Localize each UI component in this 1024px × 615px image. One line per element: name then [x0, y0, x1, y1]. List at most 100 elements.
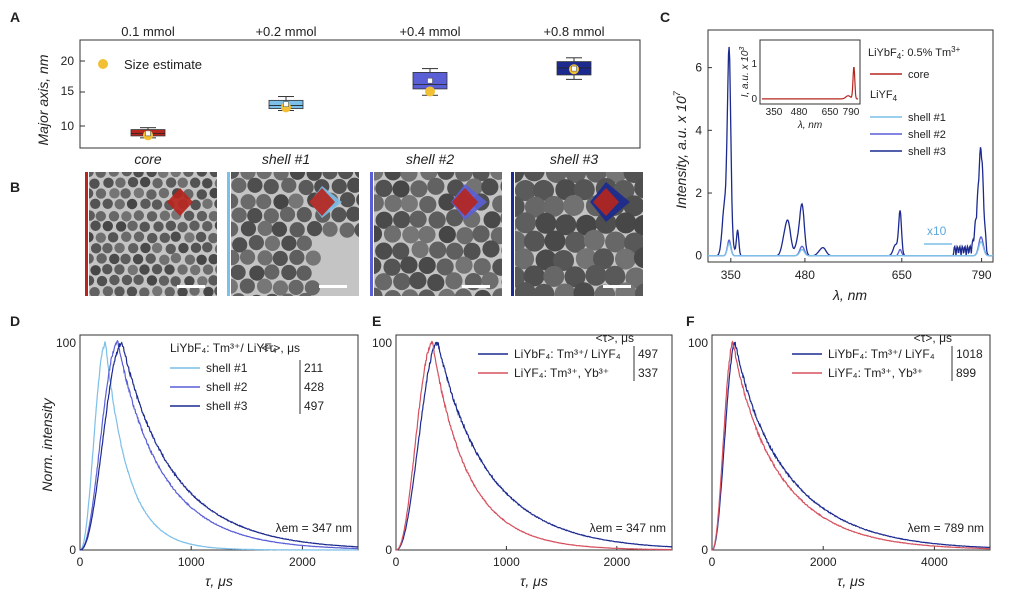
tem-particle: [427, 177, 445, 195]
panel_f-frame: [711, 334, 991, 551]
tem-particle: [202, 264, 214, 275]
legend-item-3: shell #3: [206, 399, 248, 413]
tem-particle: [189, 285, 200, 296]
inset-xtick-650: 650: [822, 107, 839, 118]
tem-particle: [504, 300, 525, 321]
tem-particle: [90, 220, 101, 231]
tem-particle: [120, 253, 131, 265]
tem-particle: [563, 194, 585, 216]
tem-particle: [89, 286, 100, 296]
tem-particle: [96, 275, 108, 287]
tem-particle: [281, 177, 297, 193]
tem-particle: [214, 199, 217, 209]
xtick-2000: 2000: [603, 555, 630, 569]
tem-particle: [654, 249, 675, 270]
tem-particle: [304, 280, 321, 296]
tem-particle: [347, 177, 359, 193]
tem-colorbar-1: [85, 172, 88, 296]
tem-particle: [331, 207, 347, 223]
tem-particle: [354, 172, 359, 178]
tem-particle: [170, 252, 182, 264]
tem-particle: [634, 177, 643, 199]
tem-particle: [288, 193, 304, 209]
tem-particle: [555, 214, 577, 236]
tem-particle: [654, 282, 675, 303]
tem-particle: [279, 206, 296, 222]
tem-particle: [419, 195, 437, 214]
tem-particle: [257, 220, 273, 236]
tem-particle: [573, 179, 595, 201]
tem-particle: [455, 172, 473, 182]
tem-particle: [89, 172, 94, 178]
decay-curve-2: [711, 340, 990, 551]
tem-particle: [240, 194, 256, 210]
tem-particle: [139, 287, 150, 296]
tem-particle: [605, 231, 627, 253]
tem-particle: [256, 278, 273, 294]
tem-particle: [515, 196, 525, 218]
tem-particle: [593, 248, 615, 270]
tem-particle: [400, 256, 418, 274]
scale-bar-1: [177, 285, 205, 288]
tem-particle: [384, 194, 402, 213]
tem-particle: [485, 301, 506, 322]
tem-particle: [411, 240, 429, 259]
tem-particle: [139, 176, 151, 188]
tem-particle: [151, 242, 163, 254]
tem-particle: [121, 172, 132, 177]
panel_e-frame: [395, 334, 673, 551]
tem-particle: [356, 193, 359, 206]
tem-particle: [90, 198, 101, 209]
xtick-1000: 1000: [178, 555, 205, 569]
tem-particle: [146, 189, 157, 200]
tem-particle: [256, 172, 272, 180]
tem-particle: [189, 177, 201, 188]
tem-particle: [249, 265, 265, 281]
tem-particle: [492, 258, 502, 276]
tem-particle: [190, 199, 201, 211]
spectrum-shell-1: [708, 240, 993, 257]
tem-particle: [456, 227, 474, 245]
tem-particle: [172, 298, 182, 308]
tem-particle: [374, 250, 375, 252]
tem-particle: [544, 230, 566, 252]
tem-particle: [454, 288, 472, 296]
tem-particle: [515, 172, 525, 183]
tem-particle: [164, 286, 175, 296]
tem-particle: [231, 172, 240, 179]
panel-d-ylabel: Norm. intensity: [39, 397, 55, 491]
tem-particle: [383, 225, 402, 243]
tem-particle: [102, 220, 114, 232]
tem-particle: [95, 188, 107, 199]
tem-particle: [409, 271, 427, 290]
tem-particle: [490, 172, 502, 180]
tem-colorbar-3: [370, 172, 373, 296]
panel-a-frame: [79, 39, 641, 149]
tem-particle: [177, 287, 188, 296]
tem-particles-3: [374, 172, 502, 296]
panel_d-frame: [79, 334, 359, 551]
tem-particle: [208, 254, 217, 265]
tem-particle: [239, 278, 255, 294]
tem-particle: [89, 210, 95, 221]
tau-value-2: 337: [638, 366, 658, 380]
tem-particle: [546, 302, 567, 323]
panel-d-decay: 0 1000 2000 0 100 τ, μs LiYbF₄: Tm³⁺/ LiYF₄<τ>…: [56, 334, 359, 589]
inset-ylabel: I, a.u. x 103: [739, 47, 751, 98]
tem-particle: [158, 275, 170, 286]
crystal-core-model: [167, 188, 193, 216]
tem-particle: [239, 249, 256, 265]
category-core: core: [134, 151, 161, 167]
tem-particle: [256, 194, 272, 210]
tem-particle: [543, 265, 565, 287]
tem-particle: [115, 221, 127, 232]
panel-c-ytick-4: 4: [695, 123, 702, 137]
tem-particle: [89, 188, 94, 199]
tem-particle: [384, 289, 401, 296]
tem-particle: [543, 195, 565, 217]
legend-item-2: shell #2: [206, 380, 248, 394]
tem-particle: [296, 265, 312, 281]
tem-particle: [483, 211, 501, 229]
tem-particle: [183, 298, 193, 308]
tem-particle: [139, 221, 150, 233]
